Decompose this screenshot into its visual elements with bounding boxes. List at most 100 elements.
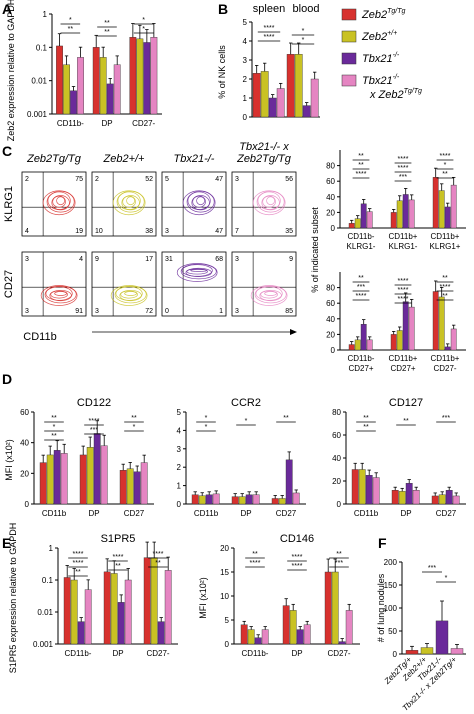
contour: [261, 195, 280, 211]
quadrant-value: 91: [75, 308, 83, 315]
significance-marker: **: [442, 293, 448, 300]
significance-marker: **: [363, 424, 369, 431]
significance-marker: ****: [356, 171, 367, 178]
flow-plot: 31 68 0 1: [161, 251, 227, 317]
bar: [143, 42, 151, 115]
significance-marker: **: [252, 551, 258, 558]
contour: [266, 196, 275, 206]
category-label: CD27: [436, 509, 457, 518]
bar: [354, 339, 361, 351]
category-label: CD11b-: [348, 232, 375, 241]
flow-plot: 2 52 10 38: [91, 171, 157, 237]
contour: [185, 267, 212, 278]
contour: [191, 195, 210, 211]
bar: [432, 177, 439, 229]
y-tick-label: 0.1: [36, 43, 48, 52]
panel-letter: B: [218, 1, 228, 17]
y-tick-label: 60: [326, 299, 335, 308]
quadrant-value: 47: [215, 176, 223, 183]
quadrant-value: 1: [219, 308, 223, 315]
bar: [396, 200, 403, 229]
contour: [121, 195, 140, 211]
y-axis-label: # of lung nodules: [376, 573, 386, 642]
bar: [143, 557, 151, 645]
bar: [348, 223, 355, 229]
bar: [92, 47, 100, 115]
contour: [190, 269, 208, 272]
significance-marker: *: [69, 17, 72, 24]
bar: [302, 105, 311, 118]
y-tick-label: 20: [326, 208, 335, 217]
bar: [391, 490, 399, 505]
bar: [261, 629, 269, 645]
y-tick-label: 100: [384, 604, 398, 613]
significance-marker: ****: [113, 554, 124, 561]
significance-marker: **: [115, 563, 121, 570]
y-tick-label: 15: [220, 568, 229, 577]
bar: [198, 495, 206, 505]
bar: [99, 57, 107, 115]
significance-marker: ***: [428, 565, 436, 572]
flow-column-title: Zeb2Tg/Tg: [26, 153, 82, 165]
bar: [268, 97, 277, 118]
significance-marker: ***: [399, 174, 407, 181]
y-tick-label: 40: [326, 315, 335, 324]
bar: [103, 571, 111, 645]
quadrant-value: 2: [95, 176, 99, 183]
y-tick-label: 1: [43, 10, 48, 19]
bar: [444, 346, 451, 351]
bar: [113, 64, 121, 115]
contour: [255, 286, 283, 301]
significance-marker: ****: [398, 287, 409, 294]
quadrant-value: 3: [95, 308, 99, 315]
quadrant-value: 47: [215, 228, 223, 235]
bar: [365, 475, 373, 505]
bar: [405, 650, 419, 655]
quadrant-value: 38: [145, 228, 153, 235]
significance-marker: **: [75, 569, 81, 576]
bar: [354, 218, 361, 229]
bar: [70, 579, 78, 645]
bar: [310, 78, 319, 118]
quadrant-value: 52: [145, 176, 153, 183]
legend-superscript: Tg/Tg: [404, 88, 422, 95]
bar: [408, 199, 415, 229]
y-tick-label: 2: [177, 463, 182, 472]
legend-swatch: [341, 74, 357, 87]
flow-xlabel-cd11b: CD11b: [23, 331, 56, 343]
significance-marker: **: [51, 415, 57, 422]
quadrant-value: 19: [75, 228, 83, 235]
significance-marker: **: [442, 171, 448, 178]
bar: [84, 589, 92, 645]
bar: [129, 37, 137, 115]
bar: [136, 38, 144, 115]
quadrant-value: 3: [235, 256, 239, 263]
contour: [180, 263, 217, 280]
bar: [150, 557, 158, 645]
significance-marker: ****: [89, 418, 100, 425]
flow-cytometry-panel: Zeb2Tg/Tg Zeb2+/+ Tbx21-/-Tbx21-/- xZeb2Tg…: [3, 141, 297, 343]
bar: [157, 621, 165, 645]
bar: [402, 194, 409, 229]
contour: [182, 190, 216, 216]
significance-marker: *: [302, 28, 305, 35]
category-label: CD27+: [348, 364, 373, 373]
significance-marker: ***: [357, 284, 365, 291]
legend-superscript: +/+: [387, 30, 397, 37]
bar: [117, 602, 125, 645]
bar: [60, 453, 68, 505]
bar: [245, 494, 253, 505]
group-title-blood: blood: [293, 3, 320, 15]
bar: [79, 454, 87, 505]
flow-column-title-line2: Zeb2Tg/Tg: [236, 153, 292, 165]
category-label: CD11b-: [57, 119, 84, 128]
flow-plot-frame: [161, 251, 227, 317]
y-tick-label: 50: [388, 627, 397, 636]
contour: [196, 196, 205, 206]
category-label: DP: [112, 649, 123, 658]
contour: [42, 190, 76, 216]
y-tick-label: 20: [332, 477, 341, 486]
contour: [50, 290, 68, 299]
